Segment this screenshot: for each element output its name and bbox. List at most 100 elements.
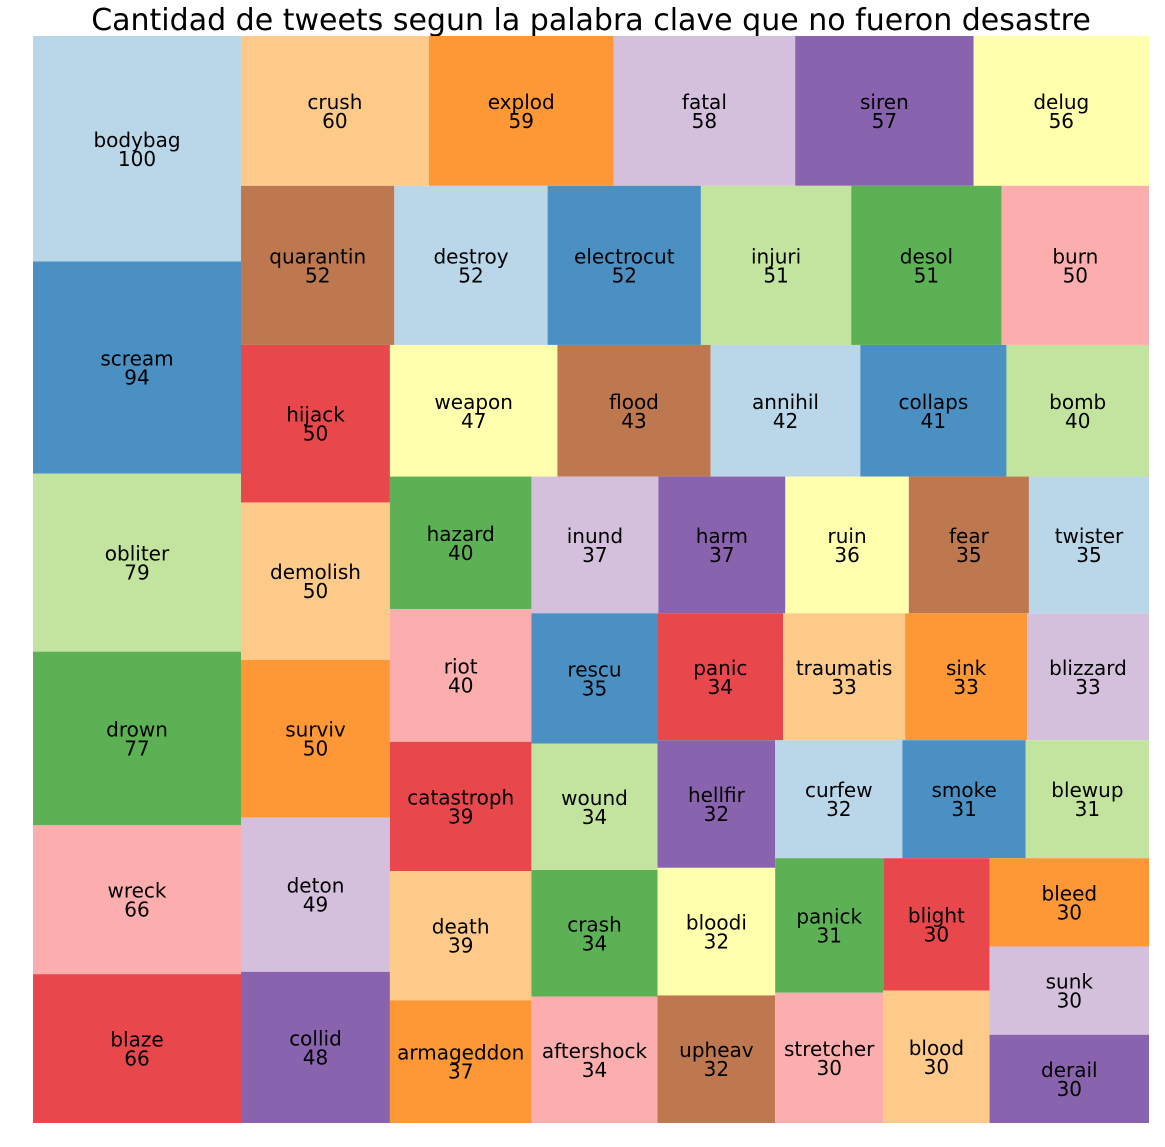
- treemap-value-rescu: 35: [582, 676, 607, 700]
- treemap-value-crush: 60: [322, 109, 347, 133]
- treemap-rect-twister: [1028, 476, 1149, 614]
- treemap-label-delug: delug: [1033, 90, 1089, 114]
- treemap-rect-quarantin: [241, 185, 395, 345]
- treemap-label-electrocut: electrocut: [574, 244, 675, 268]
- treemap-label-twister: twister: [1055, 524, 1124, 548]
- treemap-label-inund: inund: [567, 524, 623, 548]
- treemap-value-surviv: 50: [303, 737, 328, 761]
- treemap-value-traumatis: 33: [831, 675, 856, 699]
- treemap-rect-surviv: [241, 659, 390, 818]
- treemap-rect-armageddon: [389, 1000, 532, 1123]
- treemap-value-sink: 33: [953, 675, 978, 699]
- treemap-value-upheav: 32: [704, 1057, 729, 1081]
- treemap-value-bloodi: 32: [704, 930, 729, 954]
- treemap-value-catastroph: 39: [448, 804, 473, 828]
- treemap-label-surviv: surviv: [285, 718, 346, 742]
- treemap-rect-wreck: [33, 825, 242, 975]
- treemap-value-injuri: 51: [763, 263, 788, 287]
- treemap-label-hazard: hazard: [427, 522, 495, 546]
- treemap-value-hellfir: 32: [704, 802, 729, 826]
- treemap-label-upheav: upheav: [679, 1038, 754, 1062]
- treemap-rect-catastroph: [389, 741, 532, 872]
- treemap-label-bomb: bomb: [1049, 390, 1106, 414]
- treemap-label-flood: flood: [609, 390, 659, 414]
- treemap-value-destroy: 52: [458, 263, 483, 287]
- treemap-label-sunk: sunk: [1046, 970, 1094, 994]
- treemap-value-flood: 43: [621, 409, 646, 433]
- treemap-label-traumatis: traumatis: [796, 656, 893, 680]
- treemap-label-bleed: bleed: [1042, 881, 1098, 905]
- treemap-value-wound: 34: [582, 805, 607, 829]
- treemap-label-demolish: demolish: [270, 560, 361, 584]
- treemap-label-crash: crash: [567, 912, 622, 936]
- treemap-value-bomb: 40: [1065, 409, 1090, 433]
- treemap-value-quarantin: 52: [305, 263, 330, 287]
- treemap-rect-injuri: [700, 185, 852, 345]
- treemap-label-annihil: annihil: [752, 390, 819, 414]
- treemap-rect-ruin: [785, 476, 909, 614]
- treemap-value-armageddon: 37: [448, 1060, 473, 1084]
- treemap-rect-demolish: [241, 502, 390, 660]
- treemap-label-derail: derail: [1041, 1058, 1098, 1082]
- treemap-label-blaze: blaze: [110, 1028, 163, 1052]
- treemap-rect-panic: [657, 613, 784, 741]
- treemap-value-explod: 59: [508, 109, 533, 133]
- treemap-label-riot: riot: [444, 655, 478, 679]
- treemap-rect-bodybag: [33, 36, 242, 262]
- treemap-label-drown: drown: [106, 718, 168, 742]
- treemap-value-twister: 35: [1076, 543, 1101, 567]
- treemap-rect-weapon: [389, 344, 558, 477]
- treemap-label-hijack: hijack: [286, 403, 345, 427]
- treemap-rect-traumatis: [783, 613, 906, 741]
- treemap-value-panic: 34: [708, 675, 733, 699]
- treemap-label-blizzard: blizzard: [1049, 656, 1127, 680]
- treemap-value-demolish: 50: [303, 579, 328, 603]
- treemap-value-bleed: 30: [1057, 900, 1082, 924]
- treemap-rect-bomb: [1006, 344, 1149, 477]
- treemap-rect-desol: [851, 185, 1002, 345]
- treemap-label-weapon: weapon: [434, 390, 513, 414]
- treemap-value-weapon: 47: [461, 409, 486, 433]
- treemap-rect-blaze: [33, 974, 242, 1123]
- treemap-rect-sink: [905, 613, 1028, 741]
- treemap-label-death: death: [432, 915, 490, 939]
- treemap-label-collid: collid: [289, 1026, 342, 1050]
- treemap-label-burn: burn: [1052, 244, 1098, 268]
- treemap-label-siren: siren: [860, 90, 909, 114]
- treemap-rect-blood: [883, 990, 990, 1123]
- treemap-rect-death: [389, 871, 532, 1001]
- treemap-label-fear: fear: [949, 524, 990, 548]
- treemap-value-deton: 49: [303, 893, 328, 917]
- treemap-label-hellfir: hellfir: [688, 783, 746, 807]
- treemap-rect-fear: [908, 476, 1029, 614]
- treemap-rect-hellfir: [657, 740, 776, 868]
- treemap-rect-bloodi: [657, 867, 776, 996]
